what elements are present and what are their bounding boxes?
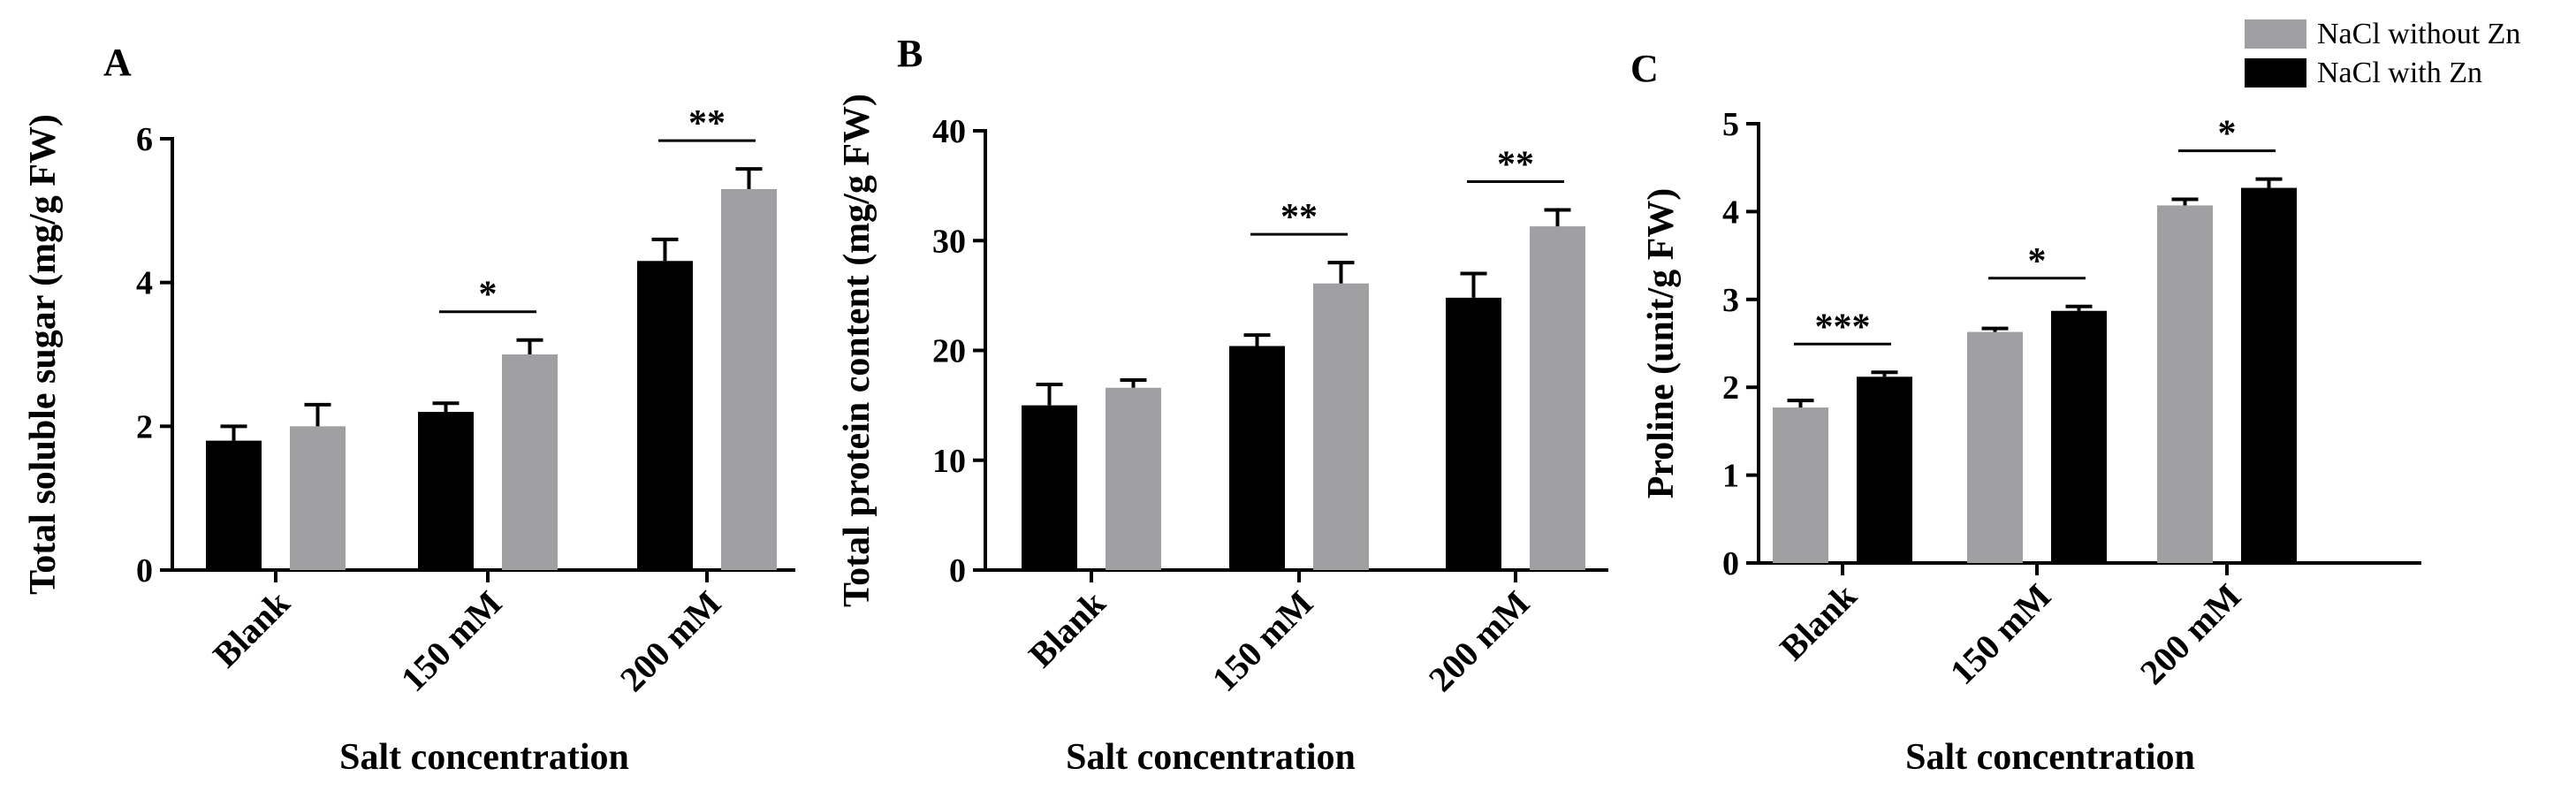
bar-gray	[1530, 226, 1585, 570]
bar-black	[1857, 376, 1912, 563]
significance-marker: ***	[1815, 307, 1871, 347]
y-tick-label: 0	[1722, 545, 1739, 582]
x-tick-label: Blank	[205, 582, 298, 675]
significance-marker: *	[2218, 114, 2237, 155]
significance-marker: **	[1280, 197, 1318, 238]
y-axis-label: Total protein content (mg/g FW)	[837, 94, 878, 607]
significance-marker: *	[2028, 241, 2047, 282]
significance-marker: **	[1497, 144, 1534, 185]
legend-swatch-black	[2245, 58, 2306, 87]
x-tick-label: 200 mM	[1421, 583, 1538, 700]
legend: NaCl without Zn NaCl with Zn	[2245, 18, 2520, 89]
y-tick-label: 20	[932, 333, 966, 370]
legend-swatch-gray	[2245, 19, 2306, 49]
legend-label: NaCl with Zn	[2317, 57, 2482, 89]
significance-marker: **	[688, 103, 726, 144]
bar-black	[418, 412, 474, 570]
bar-gray	[1967, 331, 2023, 563]
y-axis-label: Proline (unit/g FW)	[1641, 188, 1682, 499]
y-tick-label: 3	[1722, 282, 1739, 319]
x-tick-label: 200 mM	[612, 583, 729, 700]
bar-gray	[1313, 283, 1369, 570]
bar-black	[1022, 405, 1077, 570]
x-tick-label: Blank	[1772, 575, 1865, 668]
bar-black	[637, 261, 693, 570]
bar-gray	[502, 354, 558, 570]
x-tick-label: 150 mM	[393, 583, 510, 700]
legend-label: NaCl without Zn	[2317, 18, 2520, 50]
x-axis-label: Salt concentration	[1066, 737, 1356, 778]
panel-letter: C	[1630, 47, 1659, 90]
bar-black	[2241, 187, 2297, 563]
y-tick-label: 0	[136, 552, 153, 589]
bar-gray	[721, 188, 777, 570]
bar-gray	[2157, 205, 2213, 563]
y-tick-label: 2	[1722, 369, 1739, 407]
x-axis-label: Salt concentration	[339, 737, 629, 778]
bar-gray	[1106, 387, 1161, 570]
panel-letter: A	[103, 41, 132, 84]
x-tick-label: 150 mM	[1204, 583, 1321, 700]
bar-black	[2051, 310, 2107, 563]
x-tick-label: 150 mM	[1942, 576, 2059, 693]
panel-letter: B	[897, 32, 923, 75]
y-tick-label: 1	[1722, 458, 1739, 495]
x-axis-label: Salt concentration	[1905, 737, 2195, 778]
significance-marker: *	[479, 275, 498, 316]
y-tick-label: 6	[136, 121, 153, 158]
bar-black	[1229, 346, 1285, 570]
bar-black	[1446, 297, 1501, 570]
bar-gray	[1773, 407, 1828, 563]
bar-gray	[290, 426, 346, 570]
x-tick-label: Blank	[1021, 582, 1113, 675]
y-tick-label: 4	[1722, 194, 1739, 231]
y-tick-label: 10	[932, 443, 966, 480]
y-tick-label: 5	[1722, 106, 1739, 143]
y-tick-label: 0	[949, 552, 966, 589]
y-tick-label: 30	[932, 223, 966, 260]
y-tick-label: 4	[136, 265, 153, 302]
y-tick-label: 2	[136, 408, 153, 445]
bar-black	[206, 440, 262, 570]
y-axis-label: Total soluble sugar (mg/g FW)	[23, 114, 64, 595]
x-tick-label: 200 mM	[2132, 576, 2249, 693]
y-tick-label: 40	[932, 113, 966, 150]
